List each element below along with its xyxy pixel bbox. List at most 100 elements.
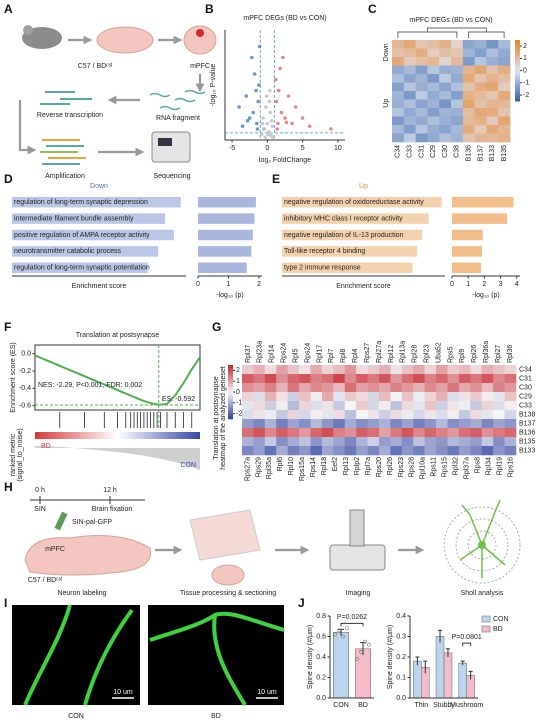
heatmap-cell	[481, 419, 494, 429]
heatmap-cell	[333, 437, 346, 447]
x-tick-label: BD	[358, 702, 368, 709]
heatmap-cell	[299, 446, 311, 456]
point	[307, 124, 312, 129]
column-label: Rpl6	[277, 457, 284, 472]
colorbar-strip	[228, 383, 233, 387]
mpfc-spot	[196, 29, 204, 37]
heatmap-cell	[481, 392, 494, 402]
heatmap-cell	[470, 365, 483, 375]
heatmap-cell	[436, 446, 448, 456]
heatmap-cell	[403, 108, 416, 117]
point	[267, 99, 272, 104]
colorbar-label: 0	[523, 67, 527, 74]
y-tick-label: 0.0	[316, 695, 326, 702]
colorbar-strip	[228, 410, 233, 414]
colorbar-strip	[228, 378, 233, 382]
y-tick-label: 0.0	[21, 351, 31, 358]
x-axis-label: Enrichment score	[336, 283, 391, 290]
heatmap-cell	[498, 125, 511, 134]
x-tick-label: 2	[257, 281, 261, 288]
y-tick-label: 0.4	[316, 654, 326, 661]
column-label: Rps27a	[244, 457, 251, 481]
heatmap-cell	[498, 74, 511, 83]
heatmap-cell	[321, 383, 334, 393]
step-label: Imaging	[346, 590, 371, 597]
heatmap-cell	[439, 116, 452, 126]
column-label: Rpl7a	[365, 457, 372, 475]
heatmap-cell	[451, 57, 464, 66]
heatmap-cell	[424, 365, 437, 375]
x-axis-label: -log₁₀ (p)	[216, 292, 243, 299]
heatmap-cell	[470, 383, 483, 393]
column-label: C34	[395, 145, 402, 158]
heatmap-cell	[403, 74, 416, 83]
heatmap-cell	[253, 401, 266, 411]
term-label: Toll-like receptor 4 binding	[284, 248, 365, 255]
x-tick-label: Stubby	[433, 702, 455, 709]
heatmap-cell	[481, 446, 494, 456]
colorbar-strip	[515, 43, 520, 47]
heatmap-cell	[470, 401, 483, 411]
heatmap-cell	[451, 82, 464, 92]
term-label: regulation of long-term synaptic potenti…	[14, 265, 150, 272]
heatmap-cell	[486, 91, 499, 100]
heatmap-cell	[276, 437, 288, 447]
heatmap-cell	[379, 446, 391, 456]
point	[270, 124, 275, 129]
panel-label: G	[212, 320, 221, 334]
heatmap-cell	[379, 428, 391, 438]
heatmap-cell	[299, 392, 311, 402]
bar	[452, 196, 514, 208]
bar	[332, 632, 349, 699]
column-label: B135	[501, 145, 508, 161]
heatmap-cell	[401, 374, 414, 384]
panel-label: H	[4, 480, 13, 494]
heatmap-cell	[427, 99, 440, 109]
point	[254, 88, 258, 93]
y-tick-label: 0.0	[396, 695, 406, 702]
column-label: C31	[418, 145, 425, 158]
y-axis-label: Enrichment score (ES)	[10, 342, 17, 412]
heatmap-cell	[344, 446, 357, 456]
colorbar-label: 1	[523, 55, 527, 62]
heatmap-cell	[356, 365, 368, 375]
heatmap-cell	[451, 116, 464, 126]
brain-icon	[96, 26, 154, 54]
column-label: B133	[489, 145, 496, 161]
microscope-icon	[349, 509, 365, 547]
heatmap-cell	[493, 392, 505, 402]
heatmap-cell	[451, 48, 464, 58]
group-label: CON	[180, 462, 196, 469]
sequencer-screen	[158, 138, 172, 146]
x-tick-label: -5	[229, 145, 235, 152]
strain-label: C57 / BDᶜˢᴵ	[78, 63, 112, 70]
colorbar-strip	[228, 386, 233, 390]
heatmap-cell	[458, 446, 471, 456]
colorbar-label: -1	[523, 80, 529, 87]
heatmap-cell	[344, 383, 357, 393]
enrichment-bar	[12, 262, 148, 274]
time-label: 12 h	[103, 487, 117, 494]
heatmap-cell	[415, 57, 428, 66]
annotation: P=0.0262	[337, 614, 367, 621]
point	[259, 132, 264, 137]
column-label: Rpl8	[340, 348, 347, 363]
x-tick-label: 0	[196, 281, 200, 288]
enrichment-bar	[12, 229, 174, 241]
enrichment-bar	[282, 196, 442, 208]
scale-label: 10 um	[113, 689, 133, 696]
amplification-icon	[40, 139, 86, 165]
heatmap-cell	[403, 91, 416, 100]
heatmap-cell	[401, 446, 414, 456]
bar	[198, 262, 247, 274]
heatmap-cell	[276, 419, 288, 429]
heatmap-cell	[299, 437, 311, 447]
legend-swatch	[481, 625, 491, 633]
heatmap-cell	[451, 40, 464, 49]
heatmap-cell	[367, 410, 380, 420]
colorbar-strip	[228, 367, 233, 371]
point	[250, 55, 254, 60]
colorbar-strip	[228, 400, 233, 404]
heatmap-cell	[333, 383, 346, 393]
colorbar-strip	[228, 381, 233, 385]
